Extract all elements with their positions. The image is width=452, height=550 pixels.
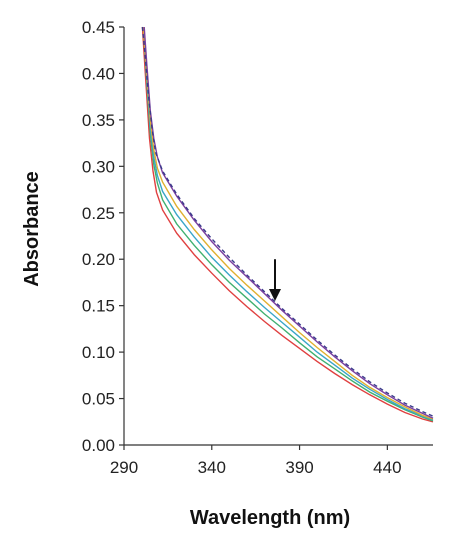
x-tick-label: 290	[110, 458, 138, 477]
y-tick-label: 0.10	[82, 343, 115, 362]
arrow-head	[268, 289, 281, 302]
y-tick-label: 0.25	[82, 204, 115, 223]
x-axis-title: Wavelength (nm)	[190, 507, 350, 529]
series-line-2	[143, 26, 434, 419]
y-tick-label: 0.05	[82, 390, 115, 409]
y-tick-label: 0.15	[82, 297, 115, 316]
x-axis-ticks: 290 340 390 440	[110, 445, 402, 477]
x-tick-label: 390	[285, 458, 313, 477]
y-tick-label: 0.45	[82, 18, 115, 37]
series-line-3	[142, 26, 434, 420]
y-axis-title: Absorbance	[21, 171, 43, 287]
y-tick-label: 0.20	[82, 250, 115, 269]
annotation-arrow	[268, 259, 281, 302]
series-line-5	[142, 26, 434, 422]
series-line-4	[142, 26, 434, 421]
x-tick-label: 340	[198, 458, 226, 477]
series-group	[141, 26, 434, 423]
series-line-1	[141, 26, 434, 417]
y-tick-label: 0.40	[82, 64, 115, 83]
series-line-6	[141, 26, 434, 423]
y-tick-label: 0.00	[82, 436, 115, 455]
y-tick-label: 0.35	[82, 111, 115, 130]
x-tick-label: 440	[373, 458, 401, 477]
y-axis-ticks: 0.00 0.05 0.10 0.15 0.20 0.25 0.30 0.35 0.40 0.45	[82, 18, 124, 455]
y-tick-label: 0.30	[82, 157, 115, 176]
